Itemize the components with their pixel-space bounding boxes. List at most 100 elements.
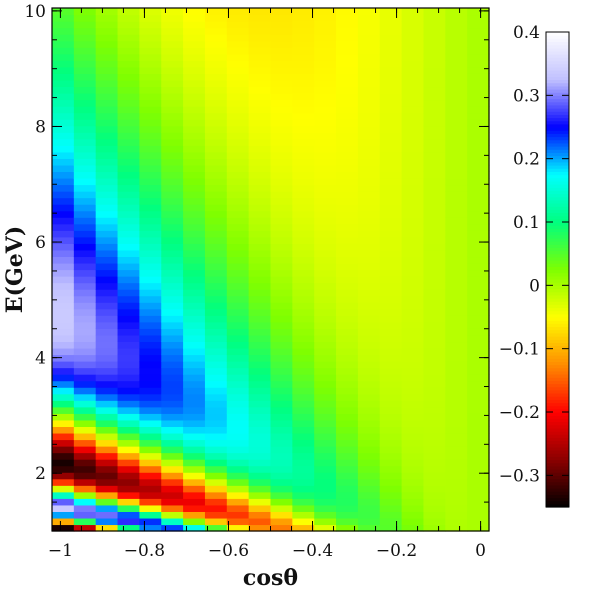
heatmap-cell — [161, 380, 184, 388]
heatmap-cell — [445, 60, 468, 68]
heatmap-cell — [183, 184, 206, 192]
heatmap-cell — [204, 419, 228, 427]
heatmap-cell — [379, 210, 403, 218]
heatmap-cell — [52, 73, 75, 81]
heatmap-cell — [467, 256, 490, 264]
heatmap-cell — [183, 439, 206, 447]
heatmap-cell — [314, 517, 337, 526]
heatmap-cell — [117, 249, 140, 258]
heatmap-cell — [379, 459, 403, 467]
heatmap-cell — [336, 191, 359, 199]
heatmap-cell — [95, 236, 119, 244]
heatmap-cell — [401, 53, 425, 61]
heatmap-cell — [423, 465, 446, 473]
heatmap-cell — [139, 177, 162, 186]
colorbar-segment — [546, 440, 569, 445]
heatmap-cell — [357, 177, 381, 186]
heatmap-cell — [401, 99, 425, 107]
heatmap-cell — [357, 125, 381, 133]
heatmap-cell — [52, 106, 75, 114]
heatmap-cell — [95, 262, 119, 271]
colorbar-segment — [546, 389, 569, 394]
heatmap-cell — [248, 197, 272, 205]
heatmap-cell — [401, 138, 425, 146]
heatmap-cell — [226, 132, 250, 140]
heatmap-cell — [379, 204, 403, 212]
heatmap-cell — [52, 158, 75, 166]
heatmap-cell — [73, 269, 97, 277]
heatmap-cell — [73, 426, 97, 434]
heatmap-cell — [204, 14, 228, 22]
heatmap-cell — [423, 217, 446, 225]
heatmap-cell — [401, 491, 425, 499]
heatmap-cell — [314, 177, 337, 186]
heatmap-cell — [52, 40, 75, 48]
heatmap-cell — [467, 380, 490, 388]
heatmap-cell — [467, 47, 490, 55]
heatmap-cell — [226, 177, 250, 186]
heatmap-cell — [139, 60, 162, 68]
heatmap-cell — [357, 79, 381, 88]
heatmap-cell — [379, 112, 403, 120]
heatmap-cell — [73, 511, 97, 519]
colorbar-segment — [546, 123, 569, 128]
heatmap-cell — [95, 432, 119, 441]
heatmap-cell — [314, 524, 337, 532]
heatmap-cell — [467, 73, 490, 81]
heatmap-cell — [161, 171, 184, 179]
colorbar-segment — [546, 92, 569, 96]
heatmap-cell — [161, 204, 184, 212]
heatmap-cell — [73, 367, 97, 375]
heatmap-cell — [336, 184, 359, 192]
heatmap-cell — [445, 262, 468, 271]
heatmap-cell — [467, 151, 490, 159]
heatmap-cell — [357, 86, 381, 94]
heatmap-cell — [445, 92, 468, 101]
heatmap-cell — [95, 66, 119, 74]
heatmap-cell — [270, 27, 293, 35]
colorbar-segment — [546, 339, 569, 343]
heatmap-cell — [292, 138, 315, 146]
heatmap-cell — [401, 197, 425, 205]
heatmap-cell — [467, 249, 490, 258]
heatmap-cell — [270, 387, 293, 395]
heatmap-cell — [73, 406, 97, 414]
heatmap-cell — [73, 119, 97, 127]
heatmap-cell — [52, 465, 75, 473]
heatmap-cell — [139, 276, 162, 284]
heatmap-cell — [445, 256, 468, 264]
y-tick-label: 8 — [35, 117, 46, 137]
heatmap-cell — [73, 498, 97, 506]
heatmap-cell — [73, 99, 97, 107]
heatmap-cell — [445, 413, 468, 421]
heatmap-cell — [73, 400, 97, 408]
heatmap-cell — [292, 367, 315, 375]
heatmap-cell — [139, 334, 162, 343]
heatmap-cell — [73, 158, 97, 166]
heatmap-cell — [117, 145, 140, 153]
heatmap-cell — [52, 177, 75, 186]
heatmap-cell — [401, 452, 425, 460]
heatmap-cell — [336, 92, 359, 101]
x-tick-label: −0.8 — [124, 541, 165, 561]
heatmap-cell — [161, 236, 184, 244]
heatmap-cell — [183, 485, 206, 493]
heatmap-cell — [467, 27, 490, 35]
y-tick-label: 4 — [35, 349, 46, 369]
heatmap-cell — [357, 145, 381, 153]
heatmap-cell — [248, 269, 272, 277]
heatmap-cell — [73, 282, 97, 290]
heatmap-cell — [292, 517, 315, 526]
heatmap-cell — [204, 151, 228, 159]
heatmap-cell — [204, 374, 228, 382]
heatmap-cell — [73, 27, 97, 35]
heatmap-cell — [445, 459, 468, 467]
heatmap-cell — [423, 73, 446, 81]
heatmap-cell — [73, 132, 97, 140]
heatmap-cell — [226, 158, 250, 166]
heatmap-cell — [357, 282, 381, 290]
heatmap-cell — [292, 452, 315, 460]
heatmap-cell — [292, 380, 315, 388]
heatmap-cell — [357, 40, 381, 48]
